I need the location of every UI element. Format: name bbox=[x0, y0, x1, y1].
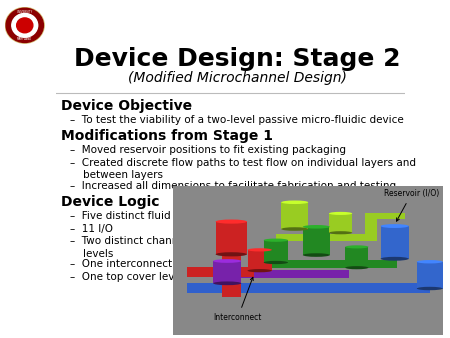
Text: levels: levels bbox=[70, 248, 113, 259]
Text: –  Created discrete flow paths to test flow on individual layers and: – Created discrete flow paths to test fl… bbox=[70, 158, 416, 168]
Text: Device Design: Stage 2: Device Design: Stage 2 bbox=[74, 47, 401, 71]
Text: –  One top cover level: – One top cover level bbox=[70, 272, 184, 282]
FancyBboxPatch shape bbox=[417, 262, 443, 289]
Ellipse shape bbox=[264, 261, 288, 264]
Ellipse shape bbox=[281, 227, 308, 231]
Ellipse shape bbox=[281, 200, 308, 204]
Ellipse shape bbox=[303, 225, 330, 228]
FancyBboxPatch shape bbox=[281, 202, 308, 229]
Text: Device Objective: Device Objective bbox=[62, 99, 193, 113]
Ellipse shape bbox=[345, 266, 369, 269]
Circle shape bbox=[17, 18, 33, 33]
FancyBboxPatch shape bbox=[365, 213, 405, 219]
Text: –  Increased all dimensions to facilitate fabrication and testing: – Increased all dimensions to facilitate… bbox=[70, 181, 396, 191]
Ellipse shape bbox=[381, 224, 409, 228]
Ellipse shape bbox=[216, 252, 247, 257]
Text: –  To test the viability of a two-level passive micro-fluidic device: – To test the viability of a two-level p… bbox=[70, 115, 404, 125]
FancyBboxPatch shape bbox=[187, 267, 254, 276]
Circle shape bbox=[12, 14, 38, 37]
FancyBboxPatch shape bbox=[303, 227, 330, 255]
FancyBboxPatch shape bbox=[214, 270, 349, 278]
FancyBboxPatch shape bbox=[187, 283, 430, 293]
FancyBboxPatch shape bbox=[264, 240, 288, 263]
Text: –  Five distinct fluid paths: – Five distinct fluid paths bbox=[70, 211, 203, 221]
Ellipse shape bbox=[248, 269, 272, 272]
Ellipse shape bbox=[417, 260, 443, 263]
FancyBboxPatch shape bbox=[381, 226, 409, 259]
Text: –  Moved reservoir positions to fit existing packaging: – Moved reservoir positions to fit exist… bbox=[70, 145, 346, 155]
FancyBboxPatch shape bbox=[248, 250, 272, 271]
FancyBboxPatch shape bbox=[345, 247, 369, 268]
Text: (Modified Microchannel Design): (Modified Microchannel Design) bbox=[128, 71, 347, 85]
FancyBboxPatch shape bbox=[329, 213, 352, 233]
Text: between layers: between layers bbox=[70, 170, 163, 180]
FancyBboxPatch shape bbox=[276, 234, 370, 241]
Text: Modifications from Stage 1: Modifications from Stage 1 bbox=[62, 129, 274, 143]
Ellipse shape bbox=[417, 287, 443, 290]
Text: –  11 I/O: – 11 I/O bbox=[70, 223, 113, 234]
Ellipse shape bbox=[264, 239, 288, 242]
Ellipse shape bbox=[213, 259, 241, 263]
Circle shape bbox=[6, 8, 43, 43]
Ellipse shape bbox=[381, 257, 409, 261]
FancyBboxPatch shape bbox=[213, 261, 241, 283]
Text: Reservoir (I/O): Reservoir (I/O) bbox=[384, 189, 439, 221]
FancyBboxPatch shape bbox=[249, 260, 397, 268]
Ellipse shape bbox=[213, 282, 241, 285]
Text: –  Two distinct channel: – Two distinct channel bbox=[70, 236, 188, 246]
Ellipse shape bbox=[216, 219, 247, 224]
Text: UNIVERSITY: UNIVERSITY bbox=[17, 9, 33, 14]
Ellipse shape bbox=[345, 245, 369, 248]
Text: Interconnect: Interconnect bbox=[214, 277, 262, 322]
Text: –  One interconnect level: – One interconnect level bbox=[70, 260, 200, 269]
FancyBboxPatch shape bbox=[216, 222, 247, 254]
FancyBboxPatch shape bbox=[222, 231, 241, 297]
Text: Device Logic: Device Logic bbox=[62, 195, 160, 209]
Ellipse shape bbox=[329, 231, 352, 234]
Ellipse shape bbox=[303, 253, 330, 257]
Ellipse shape bbox=[329, 212, 352, 215]
Ellipse shape bbox=[248, 248, 272, 251]
Circle shape bbox=[5, 7, 44, 43]
FancyBboxPatch shape bbox=[165, 182, 450, 338]
FancyBboxPatch shape bbox=[365, 214, 377, 241]
Text: MARYLAND: MARYLAND bbox=[17, 37, 32, 41]
